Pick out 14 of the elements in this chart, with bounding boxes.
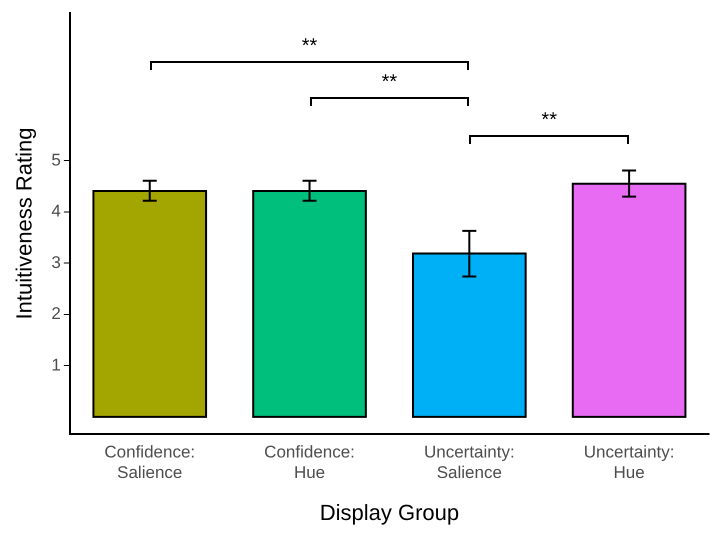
x-tick-label: Confidence: Salience — [104, 442, 196, 482]
x-tick-label: Confidence: Hue — [264, 442, 355, 482]
y-tick-label: 2 — [51, 304, 61, 324]
annotation: ** — [541, 109, 557, 132]
y-tick-label: 3 — [51, 252, 61, 272]
annotation: ** — [382, 71, 398, 94]
x-tick-label: Uncertainty: Salience — [424, 442, 515, 482]
x-axis-title: Display Group — [320, 500, 460, 525]
x-tick-label: Uncertainty: Hue — [584, 442, 674, 482]
y-tick-label: 1 — [51, 355, 61, 374]
annotation: ** — [302, 35, 318, 58]
y-axis-title: Intuitiveness Rating — [11, 128, 36, 320]
y-tick-label: 5 — [51, 150, 61, 170]
y-tick-label: 4 — [51, 202, 61, 221]
